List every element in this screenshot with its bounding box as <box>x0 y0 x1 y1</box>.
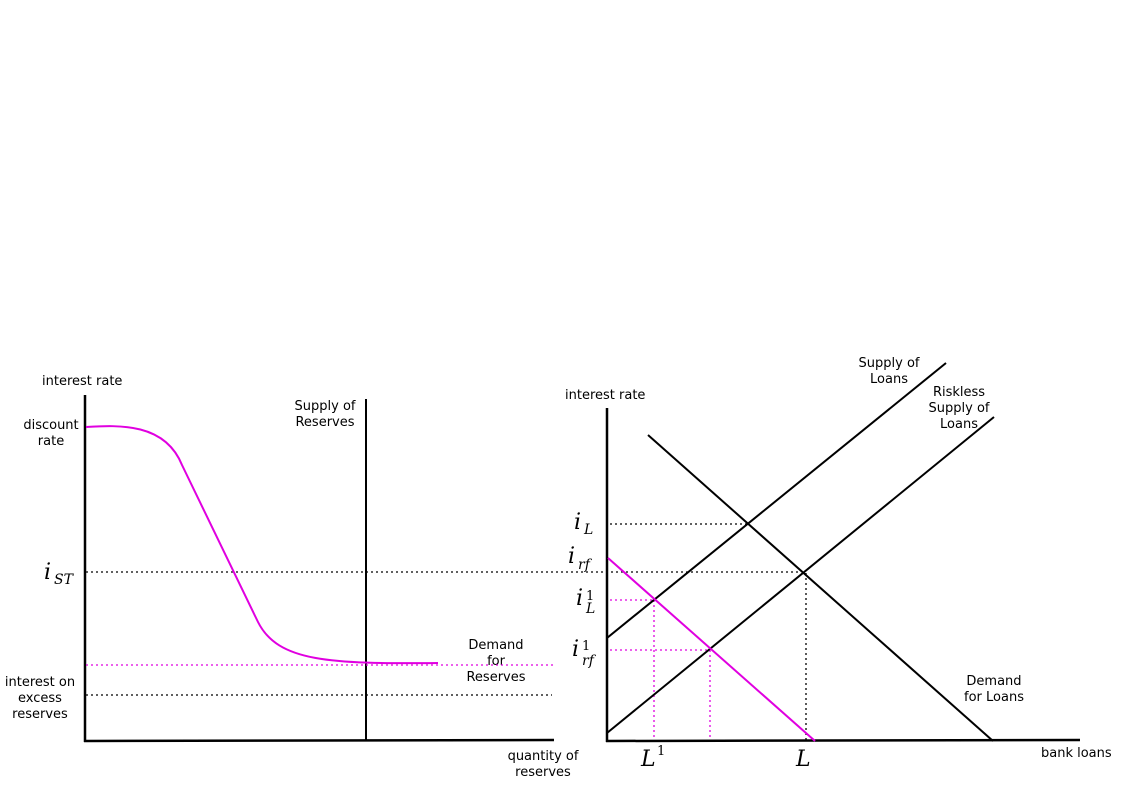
right-y-axis-label: interest rate <box>565 388 645 403</box>
right-x-axis-label: bank loans <box>1041 746 1112 761</box>
reserves-demand-label-line3: Reserves <box>466 670 525 685</box>
loans-supply-line <box>606 362 947 639</box>
i-rf1-label: i 1 rf <box>572 637 597 669</box>
loans-supply-label-line2: Loans <box>870 372 908 387</box>
ioer-label-line2: excess <box>18 691 62 706</box>
i-rf1-sub: rf <box>582 653 597 669</box>
loans-supply-label-line1: Supply of <box>859 356 920 371</box>
l1-label: L 1 <box>640 744 665 772</box>
loans-demand-label-line1: Demand <box>966 674 1021 689</box>
i-rf-sub: rf <box>578 557 593 573</box>
l-label: L <box>795 747 811 772</box>
discount-rate-label-line2: rate <box>38 434 64 449</box>
i-l-base: i <box>574 510 581 535</box>
riskless-supply-label-line2: Supply of <box>929 401 990 416</box>
i-l-label: i L <box>574 510 593 538</box>
reserves-supply-label-line1: Supply of <box>295 399 356 414</box>
i-st-base: i <box>44 560 51 585</box>
i-l1-label: i 1 L <box>576 586 595 617</box>
loans-demand-line <box>647 434 994 742</box>
i-rf-base: i <box>568 544 575 569</box>
l1-base: L <box>640 747 656 772</box>
ioer-label-line3: reserves <box>12 707 68 722</box>
l-base: L <box>795 747 811 772</box>
loans-demand-label-line2: for Loans <box>964 690 1024 705</box>
loans-market-panel: interest rate bank loans Supply of Loans… <box>565 356 1112 772</box>
i-l1-sup: 1 <box>586 589 594 604</box>
riskless-supply-label-line3: Loans <box>940 417 978 432</box>
left-y-axis-label: interest rate <box>42 374 122 389</box>
i-rf1-sup: 1 <box>582 639 590 654</box>
riskless-loans-supply-line <box>606 416 995 734</box>
riskless-supply-label-line1: Riskless <box>933 385 985 400</box>
i-l1-base: i <box>576 586 583 611</box>
left-x-axis <box>83 738 555 743</box>
shifted-loans-demand-line <box>607 557 816 742</box>
right-x-axis <box>605 738 1081 743</box>
discount-rate-label-line1: discount <box>23 418 78 433</box>
i-st-label: i ST <box>44 560 75 588</box>
i-st-sub: ST <box>54 572 75 588</box>
l1-sup: 1 <box>657 744 665 759</box>
i-l1-sub: L <box>585 601 595 617</box>
i-rf1-base: i <box>572 637 579 662</box>
left-x-axis-label-line2: reserves <box>515 765 571 780</box>
i-rf-label: i rf <box>568 544 593 573</box>
i-l-sub: L <box>583 522 593 538</box>
reserves-demand-curve <box>85 425 439 665</box>
reserves-market-panel: interest rate quantity of reserves disco… <box>5 374 800 780</box>
left-x-axis-label-line1: quantity of <box>508 749 579 764</box>
ioer-label-line1: interest on <box>5 675 75 690</box>
reserves-supply-label-line2: Reserves <box>295 415 354 430</box>
reserves-demand-label-line1: Demand <box>468 638 523 653</box>
reserves-demand-label-line2: for <box>487 654 506 669</box>
